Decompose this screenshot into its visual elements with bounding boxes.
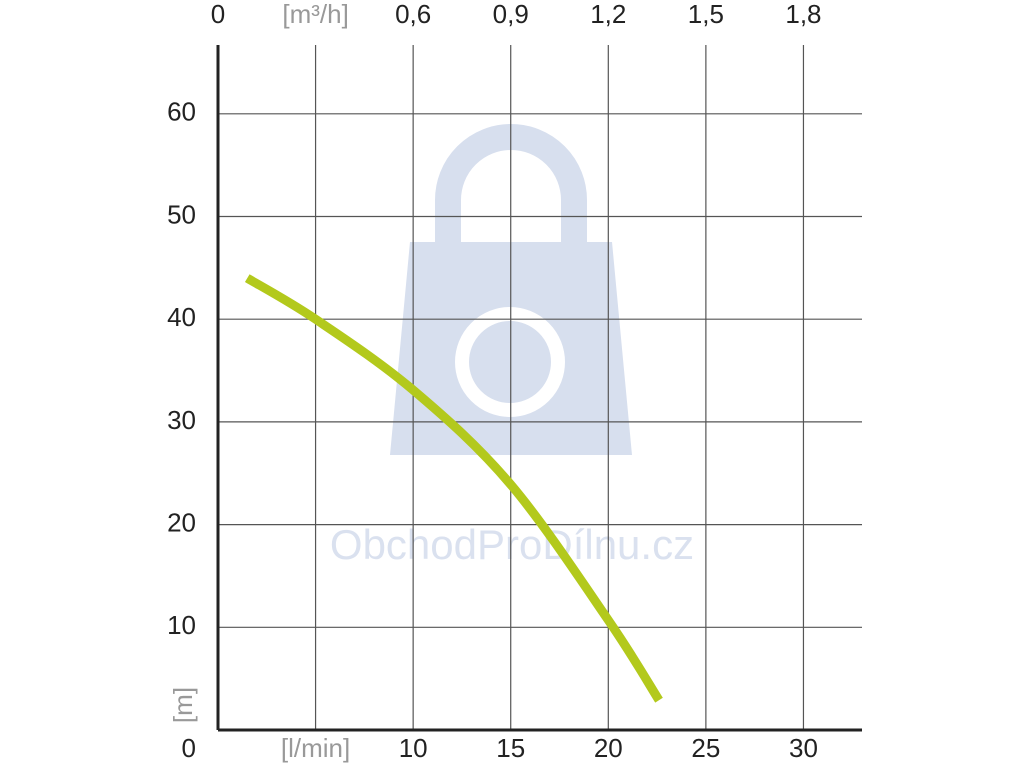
x2-tick-label: 0,9 [493, 0, 529, 29]
x2-tick-label: 1,5 [688, 0, 724, 29]
pump-curve [244, 274, 663, 703]
x2-tick-label: 0,6 [395, 0, 431, 29]
x-tick-label: 15 [496, 733, 525, 763]
x-tick-label: 30 [789, 733, 818, 763]
x2-tick-label: 1,2 [590, 0, 626, 29]
watermark: ObchodProDílnu.cz [330, 521, 694, 568]
y-tick-label: 30 [167, 405, 196, 435]
y-tick-label: 10 [167, 610, 196, 640]
x-tick-label: 10 [399, 733, 428, 763]
y-tick-label: 20 [167, 507, 196, 537]
y-tick-label: 60 [167, 97, 196, 127]
y-tick-label: 40 [167, 302, 196, 332]
y-tick-label: 50 [167, 199, 196, 229]
y-axis-label: [m] [168, 687, 198, 723]
x-tick-label: 25 [691, 733, 720, 763]
x2-tick-label: 1,8 [785, 0, 821, 29]
x-tick-label: 20 [594, 733, 623, 763]
x2-tick-label: [m³/h] [282, 0, 348, 29]
x-tick-label: [l/min] [281, 733, 350, 763]
y-tick-label: 0 [182, 733, 196, 763]
x2-tick-label: 0 [211, 0, 225, 29]
